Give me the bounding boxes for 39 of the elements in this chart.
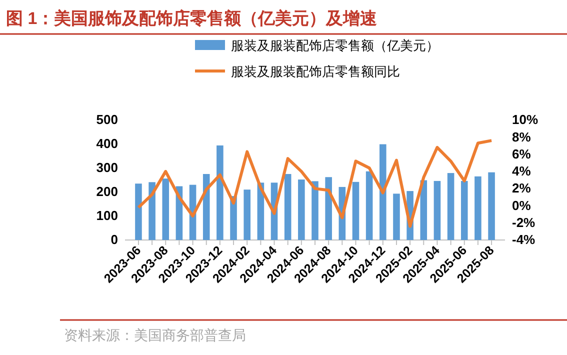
bar	[216, 145, 224, 240]
bar	[352, 182, 360, 240]
bar	[298, 180, 305, 240]
y2-tick-label: 8%	[512, 129, 532, 144]
y2-tick-label: -2%	[512, 215, 536, 230]
bar	[380, 144, 386, 240]
bar	[135, 184, 142, 240]
bar	[148, 182, 156, 240]
legend-label: 服装及服装配饰店零售额同比	[231, 64, 400, 79]
y2-tick-label: 4%	[512, 164, 532, 179]
bar	[244, 190, 250, 240]
bar	[312, 181, 318, 240]
y-tick-label: 100	[96, 208, 118, 224]
text: 资料来源：美国商务部普查局	[64, 327, 246, 344]
bar	[434, 180, 441, 240]
bar	[162, 178, 170, 240]
bar	[393, 194, 400, 240]
bar	[202, 174, 210, 240]
bar	[460, 180, 468, 240]
bar	[325, 177, 332, 240]
legend-label: 服装及服装配饰店零售额（亿美元）	[231, 38, 439, 53]
y2-tick-label: 2%	[512, 180, 532, 196]
y2-tick-label: -4%	[512, 232, 536, 248]
y-tick-label: 0	[110, 232, 118, 248]
y2-tick-label: 0%	[512, 198, 532, 213]
y2-tick-label: 10%	[512, 112, 538, 128]
bar	[284, 174, 292, 240]
bar	[366, 171, 373, 240]
y-tick-label: 500	[96, 112, 118, 128]
y-tick-label: 200	[96, 184, 118, 200]
line-series	[136, 139, 494, 228]
bar	[447, 173, 454, 240]
y-tick-label: 400	[96, 136, 118, 152]
bar	[474, 176, 482, 240]
y-tick-label: 300	[96, 160, 118, 176]
chart-title: 图 1：美国服饰及配饰店零售额（亿美元）及增速	[6, 9, 378, 28]
bar	[488, 172, 495, 240]
bar	[420, 180, 428, 240]
y2-tick-label: 6%	[512, 146, 532, 162]
